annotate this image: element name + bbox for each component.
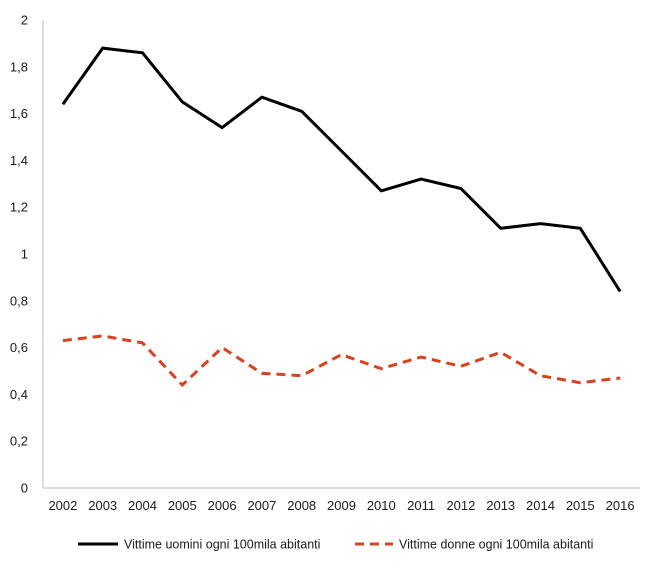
legend: Vittime uomini ogni 100mila abitanti Vitt…	[78, 538, 593, 552]
y-tick-labels: 0 0,2 0,4 0,6 0,8 1 1,2 1,4 1,6 1,8 2	[10, 13, 28, 496]
x-tick-label: 2008	[287, 498, 316, 513]
x-tick-label: 2009	[327, 498, 356, 513]
x-tick-label: 2005	[168, 498, 197, 513]
y-tick-label: 1,2	[10, 200, 28, 215]
y-tick-label: 0,4	[10, 387, 28, 402]
y-tick-label: 0,8	[10, 293, 28, 308]
x-tick-label: 2003	[88, 498, 117, 513]
x-tick-label: 2014	[526, 498, 555, 513]
x-tick-label: 2004	[128, 498, 157, 513]
y-tick-label: 0	[21, 481, 28, 496]
x-tick-label: 2013	[486, 498, 515, 513]
series-lines	[61, 46, 622, 388]
x-tick-label: 2016	[606, 498, 635, 513]
y-tick-label: 0,2	[10, 434, 28, 449]
y-tick-label: 2	[21, 13, 28, 28]
x-tick-label: 2015	[566, 498, 595, 513]
series-line-donne	[62, 334, 621, 388]
series-line-uomini	[61, 46, 622, 293]
y-tick-label: 1,4	[10, 153, 28, 168]
y-tick-label: 1,6	[10, 106, 28, 121]
y-tick-label: 0,6	[10, 340, 28, 355]
x-tick-label: 2002	[48, 498, 77, 513]
x-tick-label: 2006	[208, 498, 237, 513]
y-tick-label: 1,8	[10, 59, 28, 74]
x-tick-label: 2012	[446, 498, 475, 513]
x-tick-labels: 2002 2003 2004 2005 2006 2007 2008 2009 2010 2011…	[48, 498, 634, 513]
y-tick-label: 1	[21, 247, 28, 262]
x-tick-label: 2010	[367, 498, 396, 513]
x-tick-label: 2011	[407, 498, 435, 513]
legend-label: Vittime uomini ogni 100mila abitanti	[124, 538, 320, 552]
legend-label: Vittime donne ogni 100mila abitanti	[399, 538, 593, 552]
x-tick-label: 2007	[247, 498, 276, 513]
